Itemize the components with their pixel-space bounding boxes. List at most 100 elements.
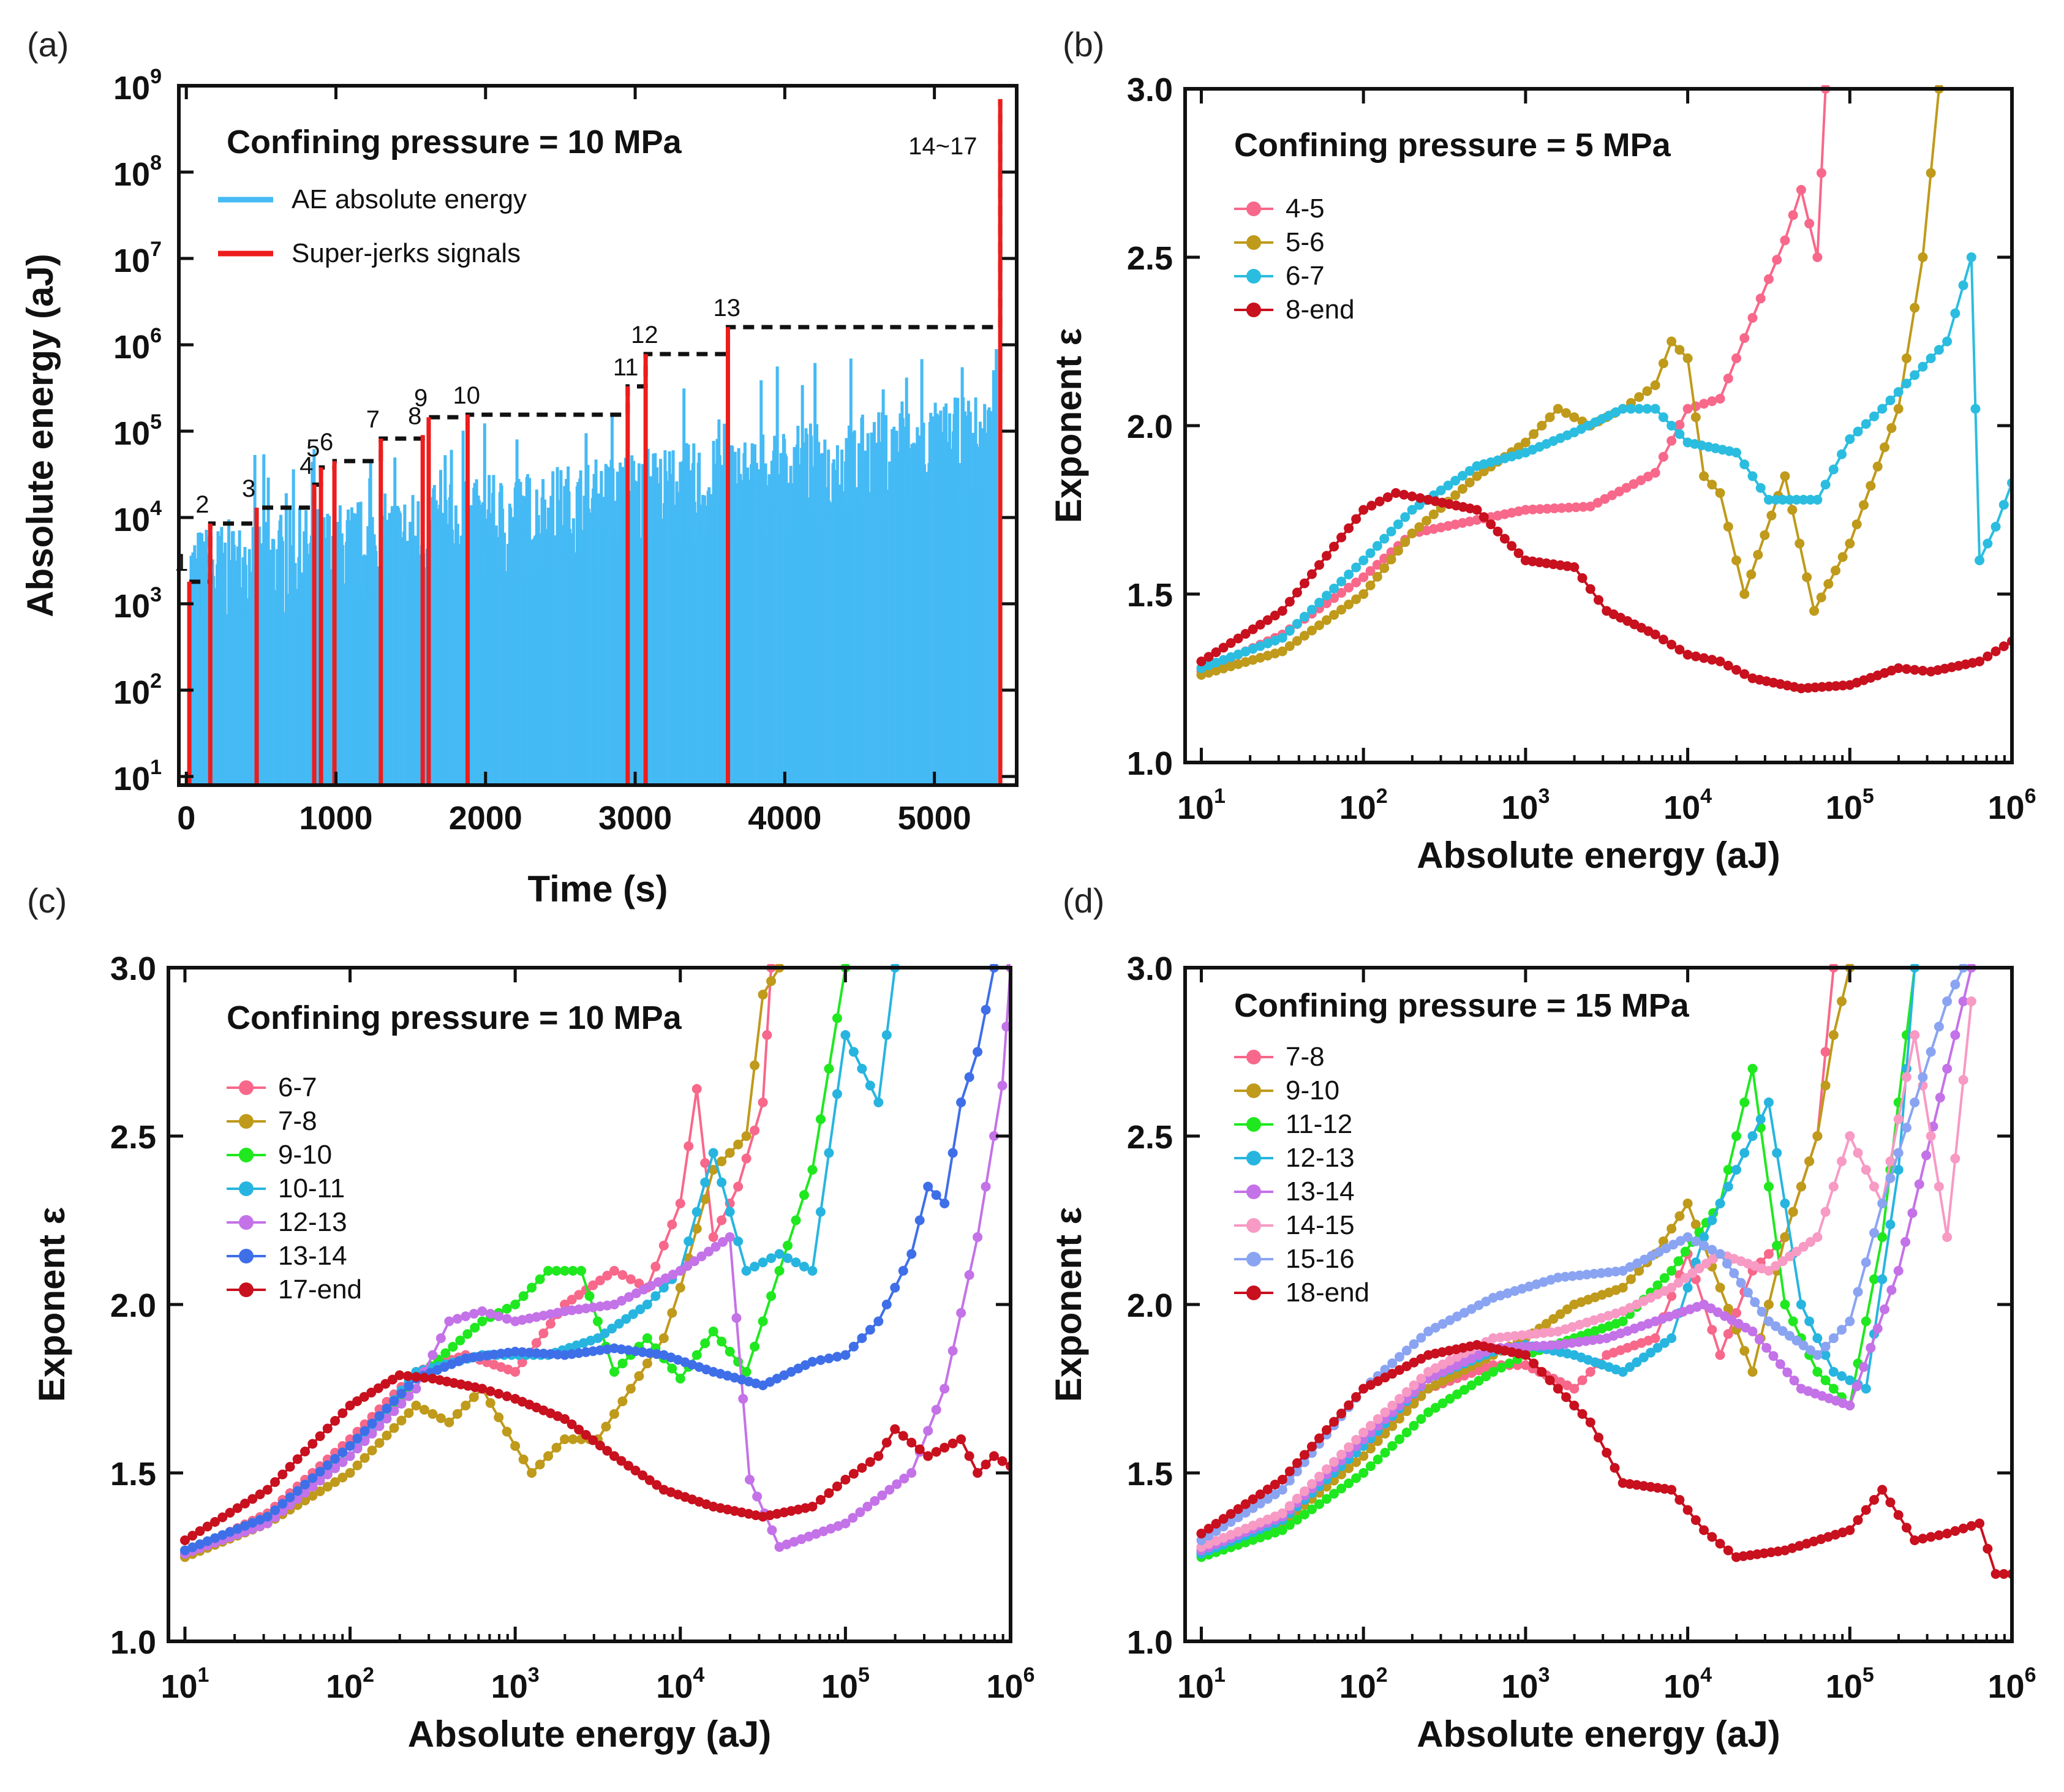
x-tick-label: 105 xyxy=(821,1663,870,1705)
series-point xyxy=(1395,1352,1404,1362)
series-point xyxy=(865,1457,875,1467)
series-point xyxy=(1845,1316,1855,1327)
series-point xyxy=(1255,1499,1265,1508)
series-point xyxy=(1211,658,1221,668)
series-point xyxy=(1942,336,1953,347)
series-point xyxy=(1914,1179,1924,1189)
series-point xyxy=(1556,503,1567,513)
series-point xyxy=(352,1433,363,1444)
series-point xyxy=(956,1097,966,1107)
series-point xyxy=(1851,1381,1862,1391)
series-point xyxy=(890,1424,900,1434)
series-point xyxy=(1731,1131,1741,1141)
series-point xyxy=(1322,615,1332,625)
series-point xyxy=(448,1342,458,1352)
legend-label: 13-14 xyxy=(1286,1176,1355,1207)
series-point xyxy=(1674,420,1685,430)
series-point xyxy=(1893,1510,1904,1520)
x-tick-label: 3000 xyxy=(598,800,672,837)
series-point xyxy=(1373,1455,1383,1464)
legend-label: 14-15 xyxy=(1286,1210,1355,1240)
series-point xyxy=(1935,1093,1945,1103)
series-point xyxy=(1537,421,1547,431)
series-point xyxy=(1546,1340,1556,1350)
series-point xyxy=(691,1350,702,1360)
series-point xyxy=(1594,595,1603,605)
series-point xyxy=(717,1215,727,1225)
series-point xyxy=(1387,1358,1398,1368)
super-jerk-label: 9 xyxy=(414,385,427,412)
series-point xyxy=(1772,255,1782,265)
series-point xyxy=(1329,1457,1339,1467)
series-point xyxy=(1918,1072,1928,1082)
series-point xyxy=(1694,1263,1704,1274)
series-point xyxy=(1755,293,1766,304)
series-point xyxy=(195,1526,205,1536)
series-point xyxy=(330,1416,341,1426)
series-point xyxy=(1650,1333,1660,1343)
series-point xyxy=(1777,1326,1788,1336)
series-point xyxy=(892,1479,902,1489)
series-point xyxy=(1592,497,1603,508)
series-point xyxy=(1233,633,1243,644)
series-point xyxy=(1812,1131,1823,1141)
series-point xyxy=(758,1257,768,1268)
series-point xyxy=(1739,1346,1750,1356)
super-jerk-label: 6 xyxy=(320,429,333,456)
series-point xyxy=(1869,1228,1879,1238)
series-point xyxy=(209,1533,220,1543)
series-point xyxy=(1699,1240,1709,1251)
series-point xyxy=(1858,500,1869,510)
series-point xyxy=(855,1507,865,1518)
series-point xyxy=(1262,650,1273,661)
series-point xyxy=(576,1266,587,1276)
series-point xyxy=(1292,1458,1302,1468)
series-point xyxy=(1618,1282,1628,1293)
series-point xyxy=(650,1291,661,1301)
series-point xyxy=(1203,668,1214,678)
series-5-6 xyxy=(1196,85,1944,680)
series-point xyxy=(427,1409,438,1419)
series-point xyxy=(292,1486,303,1496)
series-point xyxy=(1553,1273,1563,1282)
ae-energy-bars xyxy=(187,349,998,785)
series-point xyxy=(1625,1262,1635,1272)
series-point xyxy=(1445,1394,1455,1404)
series-point xyxy=(1387,1401,1398,1410)
series-point xyxy=(1400,537,1411,548)
series-point xyxy=(1373,1376,1383,1387)
series-point xyxy=(1329,584,1339,593)
series-point xyxy=(1791,495,1802,505)
series-point xyxy=(366,1387,377,1398)
series-point xyxy=(1763,1316,1774,1327)
series-point xyxy=(1880,1304,1890,1314)
series-point xyxy=(840,1350,851,1360)
series-point xyxy=(914,1215,925,1225)
series-point xyxy=(1661,1243,1671,1254)
series-point xyxy=(1344,1478,1354,1488)
series-point xyxy=(1314,598,1324,608)
series-point xyxy=(989,1131,1000,1141)
series-point xyxy=(870,1496,880,1506)
y-tick-label: 106 xyxy=(113,324,162,366)
legend-label: 6-7 xyxy=(278,1072,317,1102)
series-point xyxy=(1687,1268,1698,1278)
legend-label: 6-7 xyxy=(1286,261,1325,291)
series-point xyxy=(461,1401,471,1410)
ae-energy-bar xyxy=(995,349,998,785)
series-point xyxy=(609,1451,619,1461)
panel-label-a: (a) xyxy=(27,25,69,64)
series-point xyxy=(1747,1327,1758,1336)
series-point xyxy=(1918,666,1928,676)
super-jerk-label: 5 xyxy=(306,435,320,462)
series-point xyxy=(947,1346,958,1356)
series-point xyxy=(1910,1030,1920,1040)
series-point xyxy=(1750,1297,1760,1308)
series-point xyxy=(1358,505,1369,515)
series-point xyxy=(1409,1387,1419,1397)
series-point xyxy=(1658,634,1668,645)
series-point xyxy=(1351,1435,1362,1445)
series-point xyxy=(1450,490,1461,500)
series-point xyxy=(337,1472,348,1483)
series-point xyxy=(1837,1156,1847,1167)
